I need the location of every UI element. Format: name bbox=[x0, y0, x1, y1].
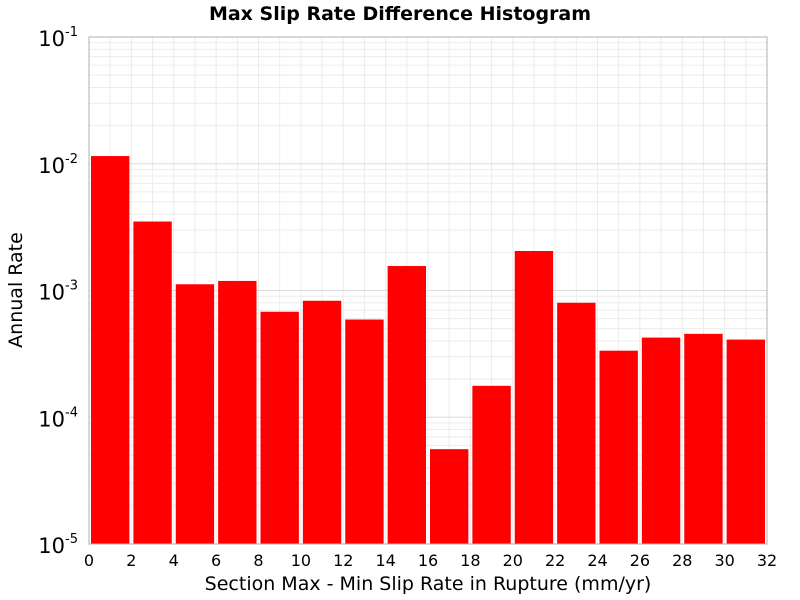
bar-12 bbox=[599, 350, 638, 544]
x-tick-label: 2 bbox=[126, 551, 136, 570]
bar-5 bbox=[302, 300, 342, 544]
bar-2 bbox=[175, 284, 215, 544]
bar-13 bbox=[641, 337, 681, 544]
bar-4 bbox=[260, 311, 299, 544]
bar-8 bbox=[430, 449, 469, 544]
bar-6 bbox=[345, 319, 384, 544]
y-tick-label: 10-1 bbox=[38, 25, 78, 51]
chart-title: Max Slip Rate Difference Histogram bbox=[209, 3, 591, 25]
y-tick-label: 10-5 bbox=[38, 532, 78, 558]
bar-14 bbox=[684, 333, 723, 544]
x-tick-label: 24 bbox=[587, 551, 607, 570]
x-tick-label: 22 bbox=[545, 551, 565, 570]
bar-1 bbox=[133, 221, 172, 544]
x-tick-label: 8 bbox=[253, 551, 263, 570]
x-tick-label: 0 bbox=[84, 551, 94, 570]
bar-3 bbox=[218, 280, 257, 544]
x-tick-label: 30 bbox=[714, 551, 734, 570]
bar-15 bbox=[726, 339, 765, 544]
x-tick-label: 10 bbox=[291, 551, 311, 570]
bar-11 bbox=[557, 302, 596, 544]
y-tick-label: 10-3 bbox=[38, 279, 78, 305]
x-tick-label: 16 bbox=[418, 551, 438, 570]
bar-10 bbox=[514, 250, 554, 544]
x-tick-label: 6 bbox=[211, 551, 221, 570]
x-tick-label: 14 bbox=[375, 551, 395, 570]
y-axis-label: Annual Rate bbox=[5, 232, 27, 348]
y-tick-label: 10-4 bbox=[38, 405, 78, 431]
plot-border bbox=[88, 36, 768, 545]
x-tick-label: 26 bbox=[630, 551, 650, 570]
x-tick-label: 28 bbox=[672, 551, 692, 570]
x-tick-label: 12 bbox=[333, 551, 353, 570]
x-tick-label: 32 bbox=[757, 551, 777, 570]
y-tick-label: 10-2 bbox=[38, 152, 78, 178]
x-tick-label: 20 bbox=[503, 551, 523, 570]
y-tick-labels: 10-5 10-4 10-3 10-2 10-1 bbox=[38, 25, 78, 558]
bar-7 bbox=[387, 266, 426, 544]
x-tick-label: 4 bbox=[169, 551, 179, 570]
bar-0 bbox=[91, 156, 130, 544]
bar-9 bbox=[472, 385, 511, 544]
x-tick-label: 18 bbox=[460, 551, 480, 570]
x-tick-labels: 0 2 4 6 8 10 12 14 16 18 20 22 24 26 28 30 32 bbox=[84, 551, 777, 570]
bars-group bbox=[91, 156, 765, 544]
x-axis-label: Section Max - Min Slip Rate in Rupture (… bbox=[205, 573, 652, 595]
